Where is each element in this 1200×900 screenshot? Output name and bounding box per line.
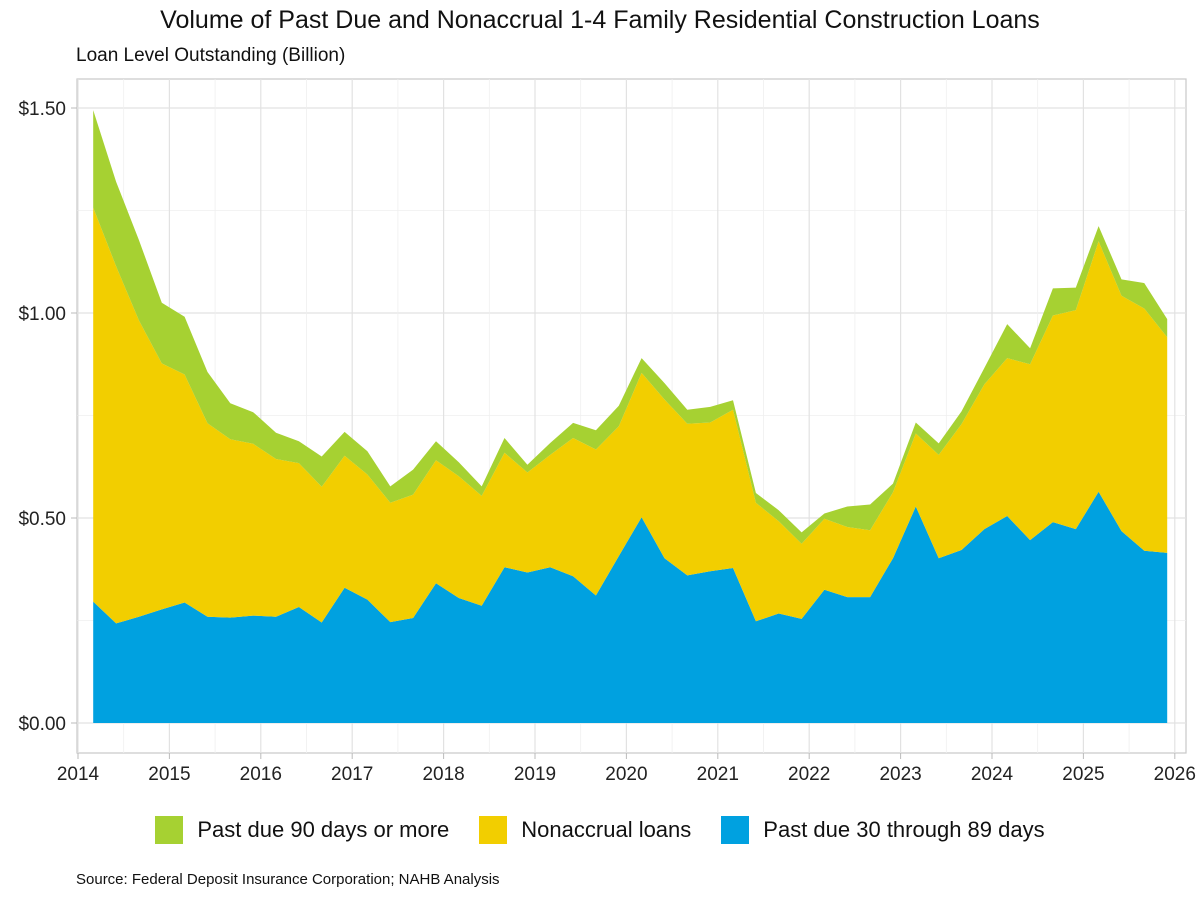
legend-swatch	[155, 816, 184, 844]
legend-label: Past due 30 through 89 days	[763, 817, 1045, 842]
legend-label: Past due 90 days or more	[197, 817, 450, 842]
y-tick-label: $1.00	[18, 304, 66, 325]
y-tick-label: $0.00	[18, 714, 66, 735]
x-tick-label: 2022	[788, 764, 830, 785]
area-past-due-30-89-days	[93, 491, 1168, 723]
stacked-area-chart: $0.00 $0.50 $1.00 $1.50 2014 2015 2016 2017 2018…	[18, 78, 1196, 785]
axes: $0.00 $0.50 $1.00 $1.50 2014 2015 2016 2017 2018…	[18, 99, 1195, 785]
x-tick-label: 2016	[240, 764, 282, 785]
y-tick-label: $0.50	[18, 509, 66, 530]
x-tick-label: 2018	[422, 764, 464, 785]
legend-item-nonaccrual: Nonaccrual loans	[479, 816, 691, 844]
x-tick-label: 2014	[57, 764, 100, 785]
legend: Past due 90 days or more Nonaccrual loan…	[0, 816, 1200, 844]
legend-swatch	[721, 816, 750, 844]
x-tick-label: 2017	[331, 764, 373, 785]
x-tick-label: 2023	[879, 764, 921, 785]
legend-item-90-days: Past due 90 days or more	[155, 816, 449, 844]
legend-label: Nonaccrual loans	[521, 817, 692, 842]
areas	[93, 110, 1168, 723]
source-note: Source: Federal Deposit Insurance Corpor…	[76, 871, 500, 888]
chart-subtitle: Loan Level Outstanding (Billion)	[76, 45, 346, 66]
x-tick-label: 2026	[1154, 764, 1196, 785]
x-tick-label: 2015	[148, 764, 190, 785]
area-nonaccrual-loans	[93, 207, 1168, 624]
y-tick-label: $1.50	[18, 99, 66, 120]
x-tick-label: 2025	[1062, 764, 1104, 785]
x-tick-label: 2020	[605, 764, 647, 785]
legend-item-30-89-days: Past due 30 through 89 days	[721, 816, 1045, 844]
x-tick-label: 2019	[514, 764, 556, 785]
legend-swatch	[479, 816, 508, 844]
chart-title: Volume of Past Due and Nonaccrual 1-4 Fa…	[160, 6, 1040, 34]
x-tick-label: 2024	[971, 764, 1014, 785]
x-tick-label: 2021	[697, 764, 739, 785]
